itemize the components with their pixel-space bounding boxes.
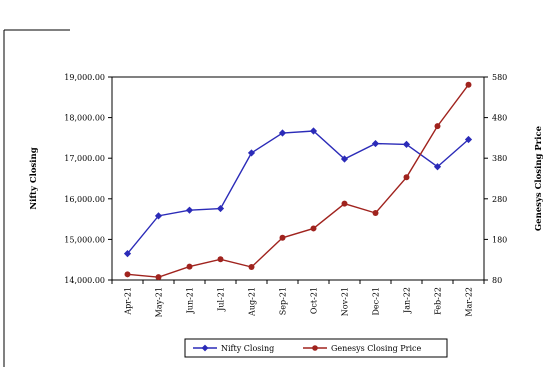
data-point-genesys-closing-price [310,225,317,232]
data-point-nifty-closing [371,139,380,148]
x-tick-label: Jan-22 [403,287,412,314]
data-point-nifty-closing [185,206,194,214]
y2-tick-label: 80 [492,276,502,285]
data-point-genesys-closing-price [248,264,255,271]
x-tick-label: Mar-22 [465,287,474,317]
legend-label-nifty-closing: Nifty Closing [221,344,274,353]
x-tick-label: Apr-21 [124,287,133,316]
y2-tick-label: 480 [492,114,507,123]
data-point-nifty-closing [433,163,442,171]
x-tick-label: Feb-22 [434,287,443,315]
data-point-nifty-closing [123,250,132,258]
x-tick-label: May-21 [155,287,164,317]
data-point-genesys-closing-price [372,210,379,217]
y2-tick-label: 380 [492,154,507,163]
data-point-nifty-closing [154,212,163,220]
data-point-nifty-closing [309,127,318,135]
data-point-genesys-closing-price [155,274,162,281]
data-point-genesys-closing-price [186,263,193,270]
legend-marker-genesys-closing-price [312,345,318,351]
data-point-nifty-closing [402,140,411,148]
y-axis-label: Nifty Closing [29,147,39,209]
x-tick-label: Aug-21 [248,287,257,317]
data-point-nifty-closing [247,149,256,157]
data-point-genesys-closing-price [434,123,441,130]
x-tick-label: Jul-21 [217,287,226,312]
data-point-genesys-closing-price [403,174,410,181]
data-point-nifty-closing [464,135,473,144]
y-tick-label: 16,000.00 [64,195,105,204]
legend-marker-nifty-closing [201,344,209,352]
data-point-genesys-closing-price [341,200,348,207]
x-tick-label: Dec-21 [372,287,381,316]
y-tick-label: 18,000.00 [64,114,105,123]
x-tick-label: Oct-21 [310,287,319,314]
y-tick-label: 19,000.00 [64,73,105,82]
y-tick-label: 14,000.00 [64,276,105,285]
data-point-nifty-closing [216,204,225,213]
data-point-nifty-closing [278,129,287,137]
series-line-genesys-closing-price [127,84,470,278]
y2-tick-label: 180 [492,235,507,244]
legend-label-genesys-closing-price: Genesys Closing Price [331,344,422,353]
x-tick-label: Nov-21 [341,287,350,316]
series-line-nifty-closing [126,130,469,255]
y-tick-label: 15,000.00 [64,235,105,244]
data-point-genesys-closing-price [217,256,224,263]
y2-tick-label: 280 [492,195,507,204]
x-tick-label: Sep-21 [279,287,288,315]
data-point-genesys-closing-price [465,81,472,88]
y2-axis-label: Genesys Closing Price [534,125,544,231]
y2-tick-label: 580 [492,73,507,82]
plot-area [111,76,485,281]
data-point-genesys-closing-price [124,271,131,278]
y-tick-label: 17,000.00 [64,154,105,163]
data-point-genesys-closing-price [279,234,286,241]
x-tick-label: Jun-21 [186,287,195,314]
data-point-nifty-closing [340,155,349,163]
